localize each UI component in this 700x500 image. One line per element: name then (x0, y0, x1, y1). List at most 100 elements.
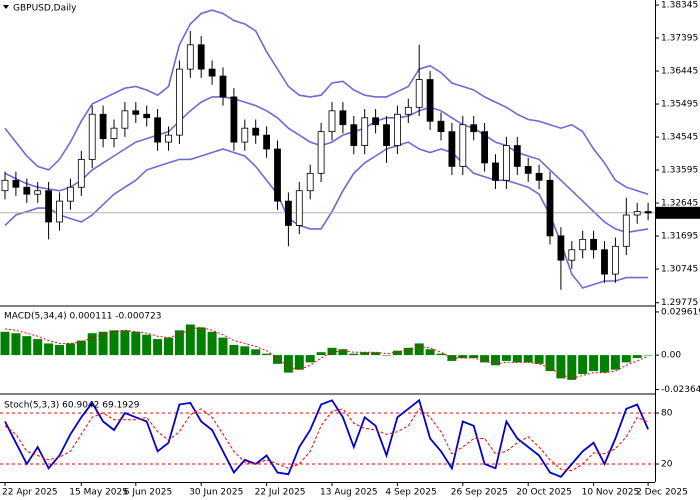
macd-bar (44, 343, 54, 356)
macd-signal (4, 326, 649, 379)
x-tick-label: 15 May 2025 (69, 488, 128, 498)
candle-body (219, 75, 227, 98)
macd-bar (382, 355, 391, 356)
candle-body (535, 172, 543, 181)
macd-bar (316, 352, 326, 356)
x-tick-label: 6 Jun 2025 (124, 488, 172, 498)
candle-body (110, 127, 118, 140)
macd-bar (65, 343, 75, 356)
macd-bar (131, 331, 141, 356)
candle-body (67, 186, 74, 202)
macd-bar (501, 355, 511, 361)
macd-bar (578, 355, 588, 375)
candle-body (295, 190, 303, 226)
x-tick-label: 13 Aug 2025 (320, 488, 378, 498)
symbol-icon (3, 5, 9, 9)
candle-body (12, 179, 20, 188)
macd-bar (229, 344, 239, 356)
macd-bar (11, 333, 21, 356)
macd-bar (76, 340, 86, 356)
candle-body (568, 249, 576, 261)
y-tick-label: 1.33595 (661, 166, 698, 176)
y-tick-label: 1.36445 (661, 67, 698, 77)
candle-body (590, 238, 597, 251)
candle-body (56, 200, 63, 223)
candle-body (328, 110, 336, 133)
macd-bar (621, 355, 631, 363)
macd-bar (436, 353, 446, 356)
candle-body (1, 179, 9, 192)
macd-bar (534, 355, 544, 364)
candle-body (426, 79, 434, 122)
candle-body (132, 110, 140, 115)
macd-bar (338, 349, 348, 356)
macd-bar (240, 346, 250, 356)
y-tick-label: 0.00 (661, 351, 681, 361)
y-tick-label: 1.30745 (661, 265, 698, 275)
macd-bar (469, 355, 479, 359)
macd-bar (360, 352, 370, 356)
macd-bar (371, 352, 381, 356)
candle-body (557, 235, 565, 261)
candle-body (165, 134, 172, 143)
macd-bar (512, 355, 522, 363)
macd-bar (283, 355, 293, 373)
macd-bar (251, 349, 261, 356)
macd-bar (403, 347, 413, 356)
candle-body (448, 131, 456, 167)
macd-bar (22, 336, 32, 356)
candle-body (393, 113, 401, 146)
macd-bar (480, 355, 490, 363)
macd-bar (632, 355, 642, 359)
macd-bar (0, 331, 10, 356)
macd-bar (185, 324, 195, 356)
candle-body (404, 106, 412, 115)
candle-body (524, 165, 532, 174)
macd-bar (273, 355, 282, 364)
y-tick-label: 1.37395 (661, 34, 698, 44)
candle-body (306, 172, 314, 192)
candle-body (241, 127, 249, 143)
candle-body (383, 124, 390, 146)
x-tick-label: 22 Apr 2025 (2, 488, 58, 498)
candle-body (45, 190, 52, 223)
candle-body (459, 124, 467, 167)
y-tick-label: 80 (661, 409, 673, 419)
macd-bar (305, 355, 315, 363)
macd-bar (262, 353, 272, 356)
candle-body (633, 211, 641, 216)
candle-body (284, 200, 292, 226)
candle-body (339, 110, 347, 126)
macd-bar (196, 327, 206, 356)
candle-body (143, 113, 151, 119)
macd-bar (392, 350, 402, 356)
y-tick-label: 1.31695 (661, 232, 698, 242)
candle-body (546, 179, 554, 237)
last-price-box (656, 206, 700, 219)
y-tick-label: 1.35495 (661, 100, 698, 110)
x-tick-label: 26 Sep 2025 (451, 488, 508, 498)
candle-body (99, 113, 107, 140)
bollinger-band (4, 141, 649, 289)
candle-body (579, 238, 587, 251)
candle-body (470, 124, 478, 133)
candle-body (263, 134, 271, 150)
candle-body (350, 124, 358, 146)
candle-body (23, 186, 31, 195)
candle-body (513, 145, 521, 167)
candle-body (361, 117, 369, 146)
candle-body (186, 44, 194, 70)
macd-bar (142, 334, 152, 356)
candle-body (644, 211, 652, 214)
bollinger-band (4, 9, 649, 195)
last-price-label: 1.32364 (660, 208, 697, 218)
macd-bar (589, 355, 599, 372)
x-tick-label: 10 Nov 2025 (582, 488, 640, 498)
macd-title: MACD(5,34,4) 0.000111 -0.000723 (4, 312, 161, 322)
candle-body (175, 68, 183, 136)
plot-area (0, 9, 655, 478)
macd-bar (610, 355, 620, 370)
candle-body (77, 159, 85, 188)
macd-bar (458, 355, 468, 359)
